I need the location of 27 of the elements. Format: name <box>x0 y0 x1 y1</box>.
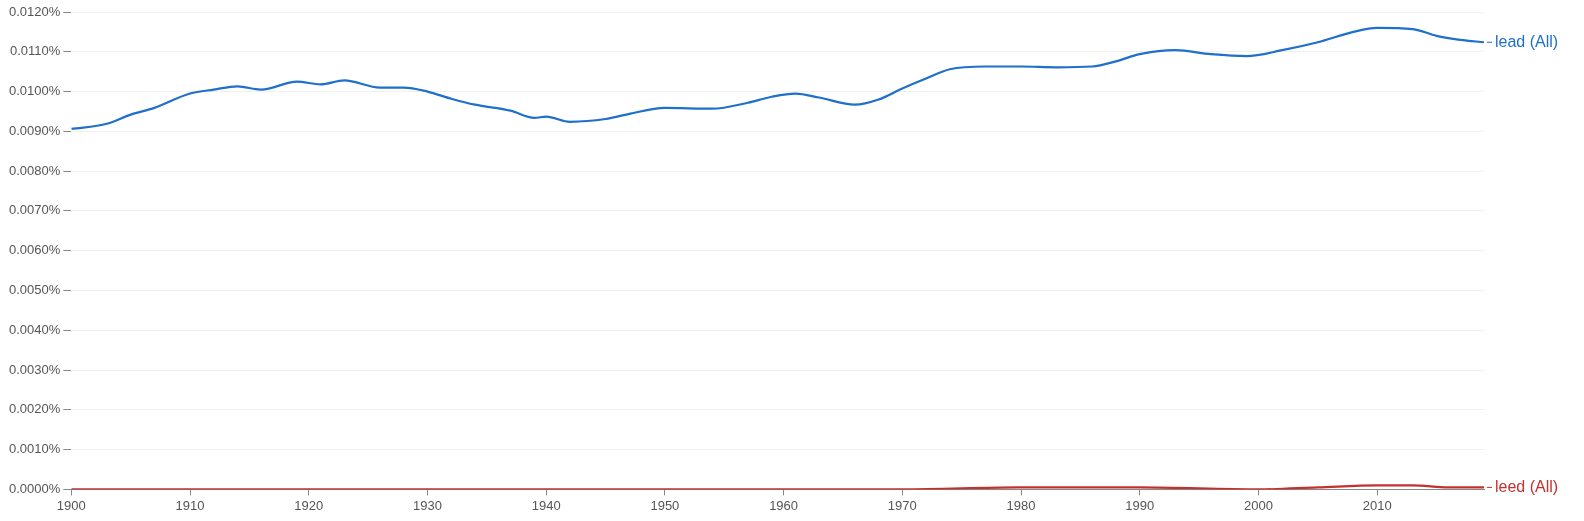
x-tick-label: 1900 <box>56 497 86 513</box>
y-tick-label: 0.0090% <box>8 122 61 138</box>
y-tick-label: 0.0000% <box>8 480 61 496</box>
y-tick-label: 0.0080% <box>8 162 61 178</box>
x-tick-label: 1990 <box>1125 497 1155 513</box>
x-tick-label: 1960 <box>769 497 799 513</box>
y-tick-label: 0.0010% <box>8 441 61 457</box>
y-tick-label: 0.0070% <box>8 202 61 218</box>
y-tick-label: 0.0040% <box>8 321 61 337</box>
y-tick-label: 0.0110% <box>9 43 61 59</box>
y-tick-label: 0.0120% <box>8 3 61 19</box>
x-tick-label: 1980 <box>1006 497 1036 513</box>
legend-label: lead (All) <box>1495 32 1559 50</box>
legend-label: leed (All) <box>1495 477 1559 495</box>
x-tick-label: 1950 <box>650 497 680 513</box>
x-tick-label: 1920 <box>294 497 324 513</box>
y-tick-label: 0.0100% <box>8 83 61 99</box>
x-tick-label: 1930 <box>413 497 442 513</box>
x-tick-label: 1910 <box>175 497 205 513</box>
x-tick-label: 2000 <box>1243 497 1273 513</box>
y-tick-label: 0.0030% <box>8 361 61 377</box>
x-tick-label: 1970 <box>887 497 917 513</box>
x-tick-label: 1940 <box>531 497 561 513</box>
y-tick-label: 0.0060% <box>8 242 61 258</box>
x-tick-label: 2010 <box>1362 497 1392 513</box>
y-tick-label: 0.0020% <box>8 401 61 417</box>
y-tick-label: 0.0050% <box>8 282 61 298</box>
